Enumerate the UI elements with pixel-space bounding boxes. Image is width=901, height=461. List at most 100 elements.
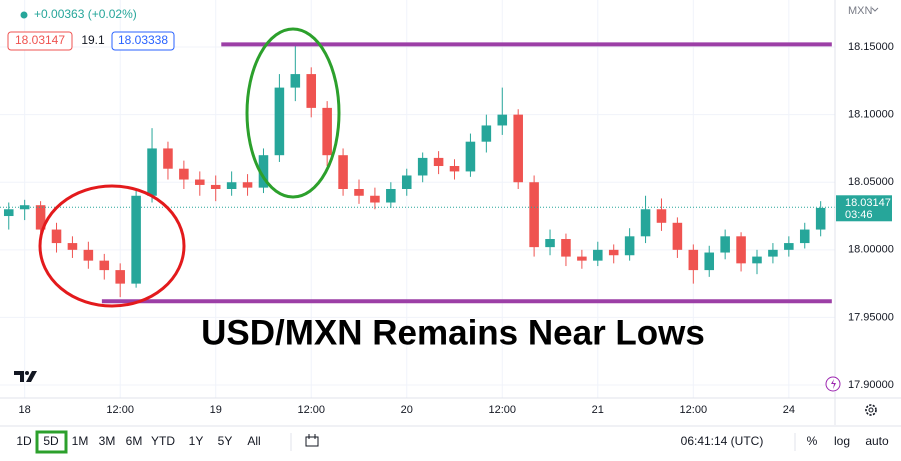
y-tick-label: 18.10000 (848, 109, 894, 121)
sell-price[interactable]: 18.03147 (15, 33, 65, 47)
y-tick-label: 18.15000 (848, 41, 894, 53)
x-tick-label: 18 (19, 404, 31, 416)
candle-body (51, 229, 62, 244)
alert-bolt[interactable] (831, 379, 836, 389)
candle-body (306, 74, 317, 108)
headline: USD/MXN Remains Near Lows (201, 313, 705, 352)
candle-body (370, 195, 380, 203)
candle-body (608, 249, 619, 256)
candle-body (3, 209, 14, 217)
range-selected-box[interactable] (35, 430, 68, 454)
candle-body (163, 148, 173, 169)
buy-box[interactable] (111, 31, 175, 51)
candle-body (656, 209, 667, 223)
buy-price[interactable]: 18.03338 (118, 33, 168, 47)
range-button[interactable]: YTD (151, 434, 175, 448)
highlight-ellipse (245, 27, 341, 199)
range-button[interactable]: 5D (43, 434, 59, 448)
candle-body (258, 155, 269, 188)
currency[interactable]: MXN (848, 5, 873, 17)
candle-body (274, 87, 285, 156)
candle-body (768, 249, 778, 257)
candle-body (386, 188, 396, 203)
range-button[interactable]: 1M (72, 434, 89, 448)
scale-option[interactable]: % (807, 434, 818, 448)
date-range-icon[interactable] (305, 436, 319, 447)
candle-body (449, 166, 460, 172)
candle-body (115, 270, 125, 284)
candle-body (640, 209, 651, 237)
candle-body (179, 168, 189, 180)
candle-body (529, 182, 539, 248)
toolbar: 1D 5D 1M 3M 6M YTD 1Y 5Y All% log auto (16, 430, 889, 454)
candle-body (322, 107, 332, 156)
x-tick-label: 20 (401, 404, 413, 416)
candle-body (704, 252, 715, 271)
y-tick-label: 17.90000 (848, 379, 894, 391)
logo-dot[interactable] (25, 371, 29, 375)
candle-body (147, 148, 157, 196)
candle-body (720, 236, 730, 253)
range-button[interactable]: 6M (126, 434, 143, 448)
candle-body (815, 207, 826, 230)
logo[interactable] (14, 371, 37, 382)
plot (0, 42, 835, 304)
x-tick-label: 24 (783, 404, 795, 416)
clock: 06:41:14 (UTC) (681, 434, 764, 448)
candle-body (752, 256, 762, 264)
y-tick-label: 18.00000 (848, 244, 894, 256)
candle-body (513, 114, 523, 183)
candle-body (290, 74, 301, 88)
x-tick-label: 12:00 (489, 404, 517, 416)
highlight-ellipse (38, 184, 186, 308)
candle-body (799, 229, 810, 244)
candle-body (417, 157, 428, 176)
x-tick-label: 12:00 (106, 404, 134, 416)
candle-body (688, 249, 699, 271)
status-dot (20, 11, 28, 19)
candle-body (338, 155, 348, 189)
y-tick-label: 17.95000 (848, 311, 894, 323)
candle-body (131, 195, 141, 284)
x-tick-label: 12:00 (297, 404, 325, 416)
last-price-label: 18.03147 (845, 197, 891, 209)
candle-body (624, 236, 635, 256)
candle-body (481, 125, 492, 142)
sell-box[interactable] (7, 31, 73, 51)
candle-body (593, 249, 603, 261)
x-tick-label: 12:00 (680, 404, 708, 416)
candle-body (67, 243, 78, 250)
x-tick-label: 21 (592, 404, 604, 416)
range-button[interactable]: 1D (16, 434, 32, 448)
last-price-box (836, 195, 892, 222)
scale-option[interactable]: log (834, 434, 850, 448)
candle-body (784, 243, 794, 250)
candle-body (210, 184, 221, 189)
candle-body (577, 256, 587, 261)
candle-body (736, 236, 746, 264)
candle-body (561, 239, 571, 257)
candle-body (465, 141, 476, 172)
candle-body (226, 182, 237, 189)
range-button[interactable]: 1Y (189, 434, 204, 448)
spread: 19.1 (81, 33, 105, 47)
candle-body (35, 205, 46, 230)
range-button[interactable]: 3M (99, 434, 116, 448)
candle-body (242, 182, 253, 188)
countdown: 03:46 (845, 209, 873, 221)
candle-body (354, 188, 364, 196)
range-button[interactable]: All (247, 434, 260, 448)
candle-body (401, 175, 412, 189)
scale-option[interactable]: auto (865, 434, 889, 448)
currency-chevron[interactable] (871, 7, 879, 12)
candle-body (433, 157, 444, 167)
range-button[interactable]: 5Y (218, 434, 233, 448)
candle-body (195, 179, 205, 185)
x-tick-label: 19 (210, 404, 222, 416)
settings-icon[interactable] (865, 404, 877, 416)
settings-icon-core[interactable] (868, 407, 874, 413)
